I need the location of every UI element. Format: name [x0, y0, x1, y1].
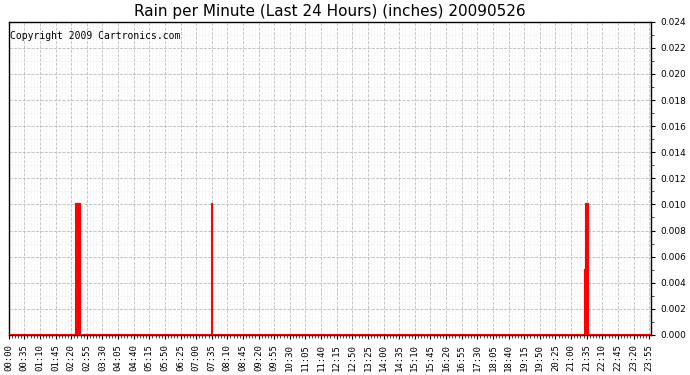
Title: Rain per Minute (Last 24 Hours) (inches) 20090526: Rain per Minute (Last 24 Hours) (inches)…: [134, 4, 526, 19]
Text: Copyright 2009 Cartronics.com: Copyright 2009 Cartronics.com: [10, 31, 180, 41]
